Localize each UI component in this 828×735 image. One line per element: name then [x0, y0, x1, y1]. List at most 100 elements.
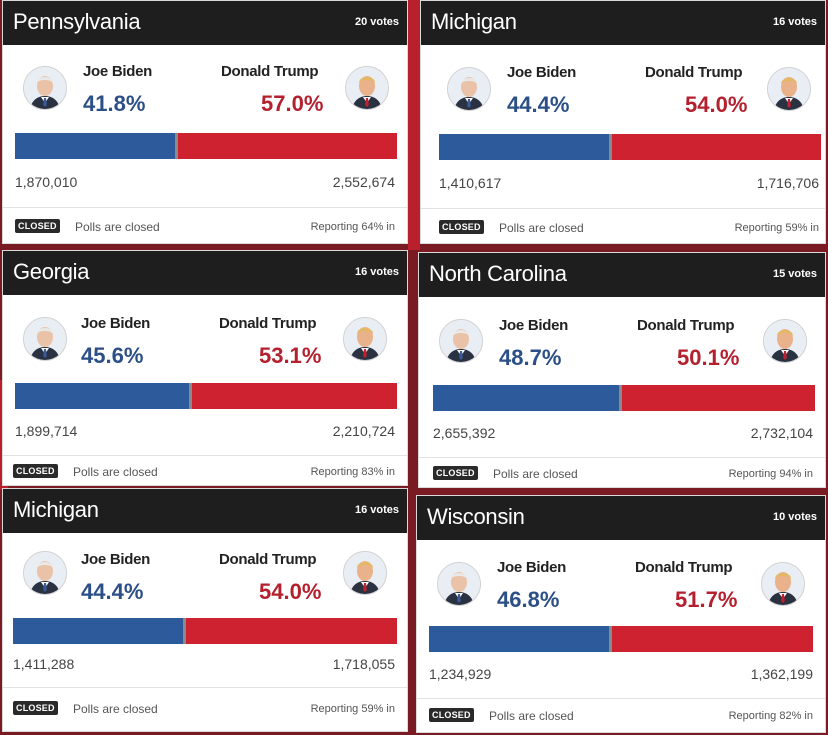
rep-bar-segment — [192, 383, 397, 409]
bar-divider — [608, 134, 612, 160]
state-name: North Carolina — [429, 261, 567, 286]
results-card-wisconsin[interactable]: Wisconsin 10 votes Joe Biden 46.8% Donal… — [416, 495, 826, 733]
dem-bar-segment — [439, 134, 609, 160]
polls-status: Polls are closed — [75, 220, 160, 234]
state-name: Michigan — [431, 9, 517, 34]
bar-divider — [619, 385, 623, 411]
vote-share-bar — [15, 383, 397, 409]
status-badge: CLOSED — [13, 701, 58, 715]
reporting-status: Reporting 94% in — [728, 468, 813, 480]
status-badge: CLOSED — [13, 464, 58, 478]
state-name: Michigan — [13, 497, 99, 522]
rep-percent: 54.0% — [259, 579, 322, 604]
rep-vote-total: 1,716,706 — [756, 175, 819, 191]
reporting-status: Reporting 82% in — [728, 710, 813, 722]
polls-status: Polls are closed — [493, 467, 578, 481]
dem-candidate-name: Joe Biden — [499, 317, 568, 334]
dem-bar-segment — [433, 385, 620, 411]
card-divider — [419, 457, 825, 458]
dem-percent: 46.8% — [497, 587, 560, 612]
dem-candidate-name: Joe Biden — [81, 315, 150, 332]
bar-divider — [608, 626, 612, 652]
rep-candidate-name: Donald Trump — [645, 64, 743, 81]
status-badge: CLOSED — [433, 466, 478, 480]
status-badge: CLOSED — [15, 219, 60, 233]
trump-portrait-icon — [763, 319, 807, 363]
state-name: Georgia — [13, 259, 90, 284]
trump-portrait-icon — [761, 562, 805, 606]
rep-candidate-name: Donald Trump — [219, 315, 317, 332]
rep-bar-segment — [186, 618, 397, 644]
electoral-votes: 15 votes — [772, 268, 817, 280]
rep-candidate-name: Donald Trump — [219, 551, 317, 568]
polls-status: Polls are closed — [499, 221, 584, 235]
rep-bar-segment — [611, 626, 813, 652]
card-divider — [417, 698, 825, 699]
status-badge: CLOSED — [429, 708, 474, 722]
dem-percent: 44.4% — [507, 92, 570, 117]
rep-percent: 50.1% — [677, 345, 740, 370]
trump-portrait-icon — [767, 67, 811, 111]
state-name: Wisconsin — [427, 504, 525, 529]
rep-vote-total: 1,718,055 — [332, 656, 395, 672]
dem-candidate-name: Joe Biden — [83, 63, 152, 80]
polls-status: Polls are closed — [489, 709, 574, 723]
results-card-georgia[interactable]: Georgia 16 votes Joe Biden 45.6% Donald … — [2, 250, 408, 486]
rep-vote-total: 2,552,674 — [332, 174, 395, 190]
electoral-votes: 20 votes — [354, 16, 399, 28]
rep-percent: 54.0% — [685, 92, 748, 117]
electoral-votes: 10 votes — [772, 511, 817, 523]
electoral-votes: 16 votes — [354, 266, 399, 278]
dem-bar-segment — [13, 618, 184, 644]
rep-vote-total: 2,732,104 — [750, 425, 813, 441]
dem-vote-total: 1,410,617 — [439, 175, 502, 191]
card-header: Michigan 16 votes — [3, 489, 407, 533]
dem-bar-segment — [15, 133, 175, 159]
rep-percent: 53.1% — [259, 343, 322, 368]
rep-bar-segment — [622, 385, 815, 411]
rep-candidate-name: Donald Trump — [221, 63, 319, 80]
results-card-pennsylvania[interactable]: Pennsylvania 20 votes Joe Biden 41.8% Do… — [2, 0, 408, 244]
results-card-michigan-2[interactable]: Michigan 16 votes Joe Biden 44.4% Donald… — [2, 488, 408, 732]
rep-percent: 57.0% — [261, 91, 324, 116]
trump-portrait-icon — [343, 317, 387, 361]
dem-percent: 44.4% — [81, 579, 144, 604]
dem-candidate-name: Joe Biden — [507, 64, 576, 81]
background-red-stripe-top — [408, 0, 420, 250]
dem-vote-total: 1,234,929 — [429, 666, 492, 682]
trump-portrait-icon — [343, 551, 387, 595]
dem-bar-segment — [429, 626, 609, 652]
biden-portrait-icon — [437, 562, 481, 606]
biden-portrait-icon — [447, 67, 491, 111]
status-badge: CLOSED — [439, 220, 484, 234]
bar-divider — [174, 133, 178, 159]
results-card-north-carolina[interactable]: North Carolina 15 votes Joe Biden 48.7% … — [418, 252, 826, 488]
rep-bar-segment — [611, 134, 821, 160]
dem-candidate-name: Joe Biden — [81, 551, 150, 568]
dem-vote-total: 2,655,392 — [433, 425, 496, 441]
biden-portrait-icon — [23, 66, 67, 110]
results-card-michigan[interactable]: Michigan 16 votes Joe Biden 44.4% Donald… — [420, 0, 826, 244]
polls-status: Polls are closed — [73, 465, 158, 479]
bar-divider — [183, 618, 187, 644]
card-header: Michigan 16 votes — [421, 1, 825, 45]
rep-vote-total: 1,362,199 — [750, 666, 813, 682]
card-divider — [421, 208, 825, 209]
biden-portrait-icon — [439, 319, 483, 363]
card-divider — [3, 207, 407, 208]
card-divider — [3, 687, 407, 688]
dem-vote-total: 1,870,010 — [15, 174, 78, 190]
dem-vote-total: 1,899,714 — [15, 423, 78, 439]
rep-vote-total: 2,210,724 — [332, 423, 395, 439]
electoral-votes: 16 votes — [772, 16, 817, 28]
vote-share-bar — [429, 626, 813, 652]
dem-vote-total: 1,411,288 — [13, 656, 75, 672]
vote-share-bar — [13, 618, 397, 644]
state-name: Pennsylvania — [13, 9, 141, 34]
dem-candidate-name: Joe Biden — [497, 559, 566, 576]
card-divider — [3, 455, 407, 456]
reporting-status: Reporting 59% in — [310, 703, 395, 715]
rep-candidate-name: Donald Trump — [635, 559, 733, 576]
rep-percent: 51.7% — [675, 587, 738, 612]
vote-share-bar — [15, 133, 397, 159]
